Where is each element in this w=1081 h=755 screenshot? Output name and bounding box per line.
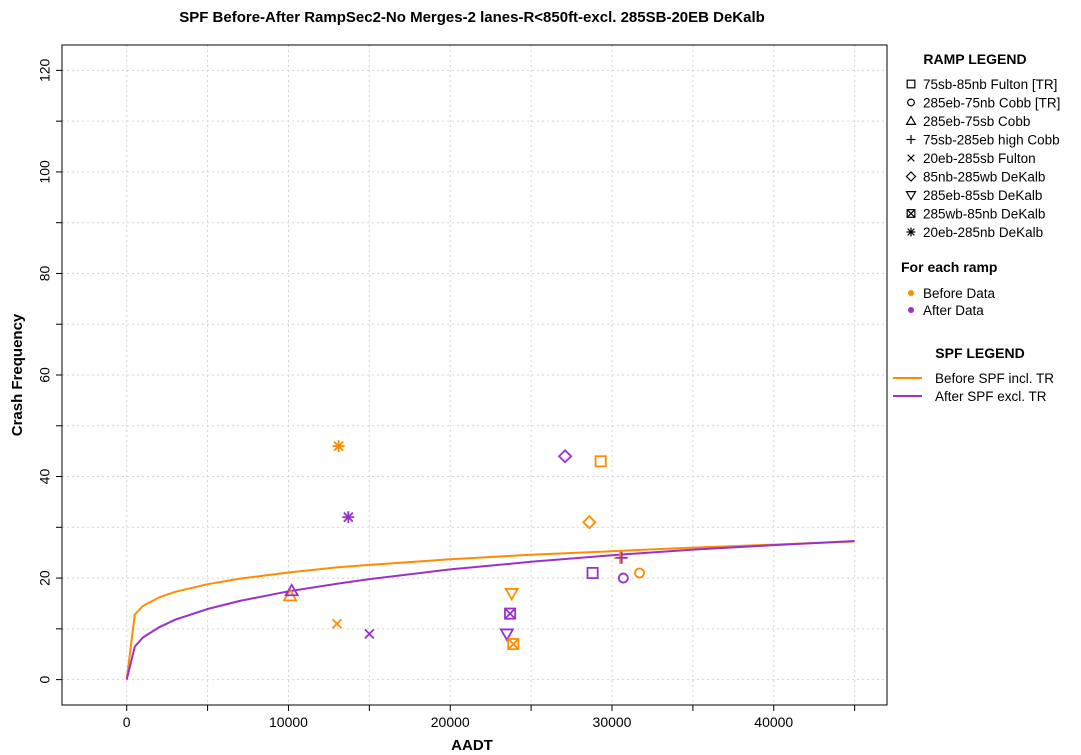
- ramp-legend-marker: [906, 227, 916, 237]
- spf-legend-label: Before SPF incl. TR: [935, 371, 1054, 386]
- data-point: [582, 514, 597, 530]
- after-spf-curve: [125, 540, 855, 680]
- data-point: [504, 587, 520, 602]
- data-point: [331, 618, 343, 629]
- ramp-legend-label: 20eb-285nb DeKalb: [923, 225, 1043, 240]
- spf-legend-label: After SPF excl. TR: [935, 389, 1047, 404]
- ramp-legend-marker: [906, 135, 916, 144]
- ramp-legend-marker: [905, 115, 917, 125]
- grid: [62, 45, 887, 705]
- data-point: [332, 440, 345, 453]
- period-legend-dot: [908, 307, 914, 313]
- ramp-legend-title: RAMP LEGEND: [923, 51, 1026, 67]
- period-legend-label: After Data: [923, 303, 984, 318]
- data-point: [617, 572, 629, 584]
- ramp-legend-marker: [907, 154, 915, 162]
- x-axis-label: AADT: [451, 737, 493, 754]
- before-spf-curve: [125, 540, 855, 680]
- spf-curves: [125, 540, 855, 680]
- x-tick-label: 30000: [593, 714, 632, 730]
- data-point: [615, 551, 628, 564]
- period-legend-title: For each ramp: [901, 259, 997, 275]
- period-legend-dot: [908, 290, 914, 296]
- ramp-legend-label: 285wb-85nb DeKalb: [923, 207, 1045, 222]
- data-point: [364, 628, 375, 640]
- y-tick-label: 20: [37, 570, 53, 586]
- ramp-legend-marker: [907, 98, 915, 107]
- data-point: [284, 582, 300, 597]
- ramp-legend-label: 85nb-285wb DeKalb: [923, 170, 1045, 185]
- x-tick-label: 20000: [431, 714, 470, 730]
- ramp-legend-marker: [905, 191, 917, 201]
- data-point: [499, 628, 515, 642]
- period-legend-label: Before Data: [923, 286, 996, 301]
- ramp-legend-label: 285eb-75nb Cobb [TR]: [923, 96, 1060, 111]
- ramp-legend-label: 285eb-85sb DeKalb: [923, 188, 1042, 203]
- ramp-legend-label: 75sb-285eb high Cobb: [923, 133, 1060, 148]
- data-point: [594, 455, 607, 468]
- data-point: [507, 638, 520, 651]
- x-tick-label: 10000: [269, 714, 308, 730]
- ramp-legend-marker: [905, 171, 917, 182]
- ramp-legend-marker: [906, 79, 916, 89]
- chart-title: SPF Before-After RampSec2-No Merges-2 la…: [179, 9, 765, 26]
- data-points: [282, 440, 645, 651]
- data-point: [342, 511, 355, 524]
- data-point: [557, 448, 573, 464]
- data-point: [586, 567, 599, 580]
- data-point: [504, 607, 517, 620]
- ramp-legend-label: 285eb-75sb Cobb: [923, 114, 1030, 129]
- y-tick-label: 80: [37, 265, 53, 281]
- y-axis-label: Crash Frequency: [9, 313, 26, 436]
- y-tick-label: 0: [37, 676, 53, 684]
- ramp-legend-label: 20eb-285sb Fulton: [923, 151, 1036, 166]
- y-tick-label: 120: [37, 58, 53, 82]
- y-tick-label: 40: [37, 469, 53, 485]
- ramp-legend-label: 75sb-85nb Fulton [TR]: [923, 77, 1057, 92]
- x-tick-label: 40000: [754, 714, 793, 730]
- y-axis: 0 20 40 60 80 100 120: [37, 58, 62, 684]
- x-tick-label: 0: [123, 714, 131, 730]
- ramp-legend-marker: [906, 209, 916, 218]
- data-point: [634, 567, 645, 579]
- y-tick-label: 100: [37, 160, 53, 184]
- x-axis: 0 10000 20000 30000 40000: [123, 705, 856, 730]
- spf-legend-title: SPF LEGEND: [935, 345, 1024, 361]
- legend: RAMP LEGEND 75sb-85nb Fulton [TR] 285eb-75…: [893, 51, 1060, 404]
- y-tick-label: 60: [37, 367, 53, 383]
